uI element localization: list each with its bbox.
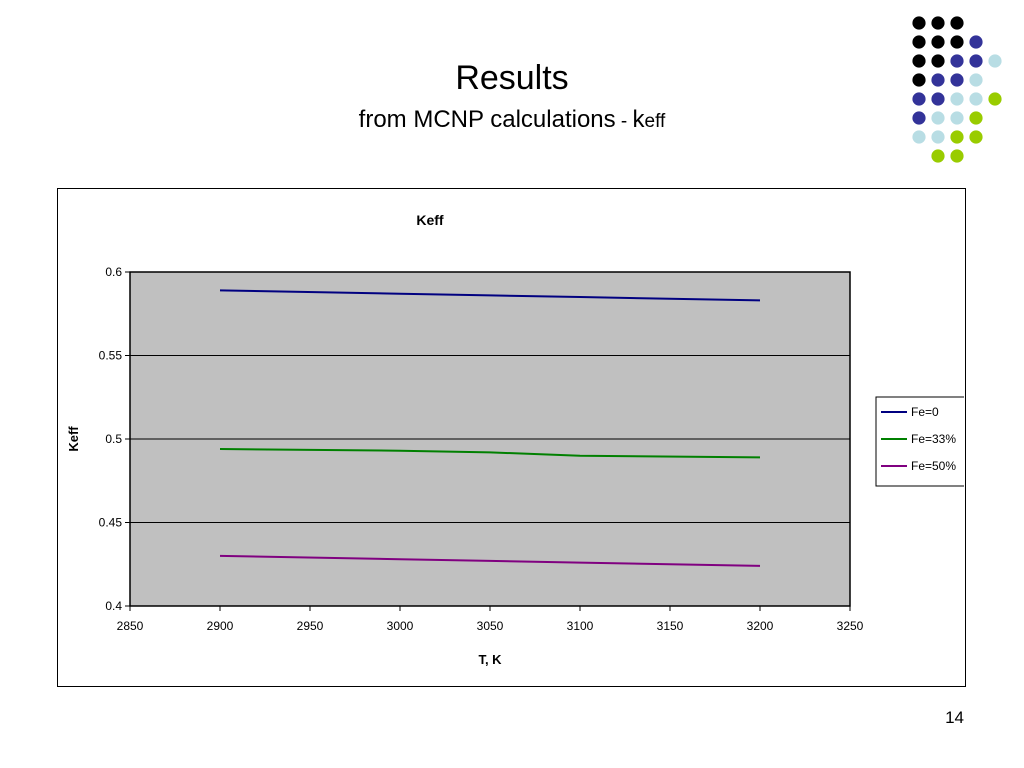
slide-title: Results <box>455 59 569 97</box>
decorative-dot <box>912 111 926 125</box>
y-axis-label: Keff <box>66 426 81 452</box>
decorative-dot <box>931 54 945 68</box>
y-tick-label: 0.55 <box>99 349 123 363</box>
x-tick-label: 3200 <box>747 619 774 633</box>
y-tick-label: 0.5 <box>105 432 122 446</box>
decorative-dot <box>950 111 964 125</box>
subtitle-k: k <box>632 106 645 133</box>
x-tick-label: 3150 <box>657 619 684 633</box>
decorative-dot <box>931 35 945 49</box>
decorative-dot <box>912 54 926 68</box>
decorative-dot <box>912 35 926 49</box>
series-line <box>219 448 761 459</box>
slide-number: 14 <box>945 708 964 727</box>
x-tick-label: 3250 <box>837 619 864 633</box>
decorative-dot <box>931 16 945 30</box>
y-tick-label: 0.45 <box>99 516 123 530</box>
decorative-dot <box>969 130 983 144</box>
decorative-dot <box>950 92 964 106</box>
decorative-dot <box>988 54 1002 68</box>
x-tick-label: 3000 <box>387 619 414 633</box>
x-tick-label: 2850 <box>117 619 144 633</box>
decorative-dot <box>969 35 983 49</box>
decorative-dot-grid <box>912 16 1002 163</box>
decorative-dot <box>912 16 926 30</box>
x-tick-label: 3100 <box>567 619 594 633</box>
decorative-dot <box>931 92 945 106</box>
chart-title: Keff <box>416 212 444 228</box>
decorative-dot <box>931 149 945 163</box>
legend-label: Fe=33% <box>911 432 956 446</box>
decorative-dot <box>912 130 926 144</box>
decorative-dot <box>969 111 983 125</box>
series-line <box>219 289 761 302</box>
decorative-dot <box>969 73 983 87</box>
decorative-dot <box>988 92 1002 106</box>
subtitle-main: from MCNP calculations <box>358 106 616 133</box>
decorative-dot <box>950 73 964 87</box>
y-tick-label: 0.4 <box>105 599 122 613</box>
x-axis-label: T, K <box>478 652 502 667</box>
decorative-dot <box>931 111 945 125</box>
decorative-dot <box>969 92 983 106</box>
legend-label: Fe=50% <box>911 459 956 473</box>
x-tick-label: 3050 <box>477 619 504 633</box>
x-tick-label: 2950 <box>297 619 324 633</box>
slide-subtitle: from MCNP calculations - keff <box>0 104 1024 138</box>
decorative-dot <box>950 130 964 144</box>
decorative-dot <box>950 35 964 49</box>
decorative-dot <box>950 54 964 68</box>
subtitle-dash: - <box>615 111 633 132</box>
legend-label: Fe=0 <box>911 405 939 419</box>
series-line <box>219 554 761 567</box>
chart-frame: 0.4 0.45 0.5 0.55 0.6 2850 2900 2950 3000 3050 310… <box>57 188 966 687</box>
y-tick-label: 0.6 <box>105 265 122 279</box>
decorative-dot <box>912 92 926 106</box>
decorative-dot <box>950 149 964 163</box>
decorative-dot <box>931 73 945 87</box>
decorative-dot <box>950 16 964 30</box>
x-tick-label: 2900 <box>207 619 234 633</box>
decorative-dot <box>912 73 926 87</box>
keff-chart: 0.4 0.45 0.5 0.55 0.6 2850 2900 2950 3000 3050 310… <box>66 212 964 667</box>
subtitle-eff: eff <box>644 111 666 132</box>
decorative-dot <box>931 130 945 144</box>
decorative-dot <box>969 54 983 68</box>
